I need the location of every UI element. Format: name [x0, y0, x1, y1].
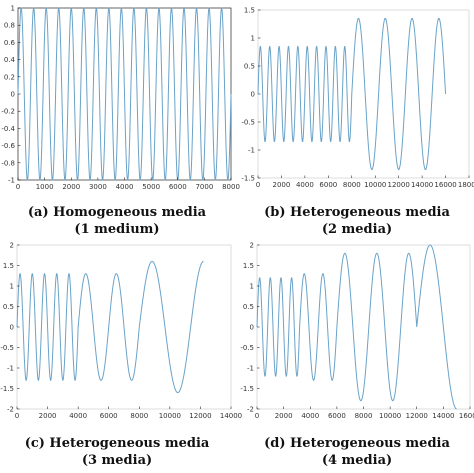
- chart-b: 0 2000 4000 6000 8000 10000 12000 14000 16000 180…: [241, 7, 474, 190]
- signal-line-c: [16, 260, 204, 394]
- x-tick-label-a: 0: [16, 183, 20, 191]
- y-tick-label-a: -0.2: [1, 108, 15, 116]
- caption-d-line2: (4 media): [322, 453, 392, 468]
- x-tick-label-d: 6000: [328, 412, 346, 420]
- caption-a-line2: (1 medium): [74, 222, 159, 237]
- chart-d: 0 2000 4000 6000 8000 10000 12000 14000 16000 -2 -…: [240, 242, 474, 421]
- x-tick-label-c: 0: [15, 412, 19, 420]
- x-tick-label-d: 14000: [432, 412, 454, 420]
- y-tick-label-d: -1.5: [240, 385, 254, 393]
- chart-a: 0 1000 2000 3000 4000 5000 6000 7000 8000 -1 -0.8 -…: [1, 5, 240, 192]
- x-tick-label-a: 2000: [62, 183, 80, 191]
- y-tick-label-c: -2: [7, 406, 14, 414]
- signal-line-d: [256, 244, 457, 410]
- y-tick-label-d: -1: [247, 365, 254, 373]
- y-tick-label-c: 0.5: [3, 303, 14, 311]
- caption-d-line1: (d) Heterogeneous media: [264, 436, 450, 451]
- y-tick-label-c: -0.5: [0, 344, 14, 352]
- x-tick-label-b: 0: [256, 181, 260, 189]
- y-tick-label-a: -1: [8, 177, 15, 185]
- chart-c: 0 2000 4000 6000 8000 10000 12000 14000 -2 -1.5 -1…: [0, 242, 242, 421]
- y-tick-label-b: 0: [251, 91, 255, 99]
- y-tick-label-c: 1.5: [3, 262, 14, 270]
- y-tick-label-b: -0.5: [241, 119, 255, 127]
- y-tick-label-d: 0.5: [243, 303, 254, 311]
- x-tick-label-a: 7000: [195, 183, 213, 191]
- y-tick-label-a: 0.6: [4, 39, 16, 47]
- x-tick-label-c: 2000: [39, 412, 57, 420]
- x-tick-label-d: 8000: [355, 412, 373, 420]
- y-tick-label-b: -1: [248, 147, 255, 155]
- x-tick-label-a: 8000: [222, 183, 240, 191]
- y-tick-label-d: 1: [250, 283, 254, 291]
- y-tick-label-a: 0.8: [4, 22, 15, 30]
- x-tick-label-b: 8000: [343, 181, 361, 189]
- y-tick-label-b: 1.5: [244, 7, 255, 15]
- x-tick-label-d: 0: [255, 412, 259, 420]
- x-tick-label-b: 6000: [319, 181, 337, 189]
- signal-line-b: [257, 18, 447, 170]
- x-tick-label-b: 2000: [273, 181, 291, 189]
- x-tick-label-a: 3000: [89, 183, 107, 191]
- caption-c-line1: (c) Heterogeneous media: [25, 436, 210, 451]
- y-tick-label-b: -1.5: [241, 175, 255, 183]
- y-tick-label-c: -1.5: [0, 385, 14, 393]
- y-tick-label-b: 0.5: [244, 63, 255, 71]
- x-tick-label-d: 10000: [379, 412, 401, 420]
- y-tick-label-a: 0: [11, 91, 15, 99]
- y-tick-label-c: -1: [7, 365, 14, 373]
- y-tick-label-a: 0.4: [4, 56, 16, 64]
- x-tick-label-b: 10000: [364, 181, 386, 189]
- plot-area-b: [257, 9, 470, 179]
- signal-line-a: [17, 7, 232, 181]
- x-tick-label-c: 4000: [69, 412, 87, 420]
- y-tick-label-b: 1: [251, 35, 255, 43]
- y-tick-label-a: -0.8: [1, 159, 15, 167]
- y-tick-label-c: 2: [10, 242, 14, 250]
- x-tick-label-b: 4000: [296, 181, 314, 189]
- x-tick-label-d: 2000: [275, 412, 293, 420]
- x-tick-label-c: 10000: [159, 412, 181, 420]
- y-tick-label-a: -0.6: [1, 142, 15, 150]
- plot-area-d: [256, 244, 471, 410]
- x-tick-label-a: 5000: [142, 183, 160, 191]
- x-tick-label-b: 14000: [411, 181, 433, 189]
- y-tick-label-a: 0.2: [4, 73, 15, 81]
- x-tick-label-c: 12000: [189, 412, 211, 420]
- y-tick-label-d: -2: [247, 406, 254, 414]
- x-tick-label-c: 14000: [220, 412, 242, 420]
- x-tick-label-b: 12000: [388, 181, 410, 189]
- y-tick-label-a: -0.4: [1, 125, 15, 133]
- x-tick-label-a: 6000: [169, 183, 187, 191]
- y-tick-label-c: 1: [10, 283, 14, 291]
- x-tick-label-b: 18000: [458, 181, 474, 189]
- x-tick-label-d: 16000: [459, 412, 474, 420]
- x-tick-label-c: 6000: [100, 412, 118, 420]
- caption-c-line2: (3 media): [82, 453, 152, 468]
- x-tick-label-c: 8000: [130, 412, 148, 420]
- caption-b-line1: (b) Heterogeneous media: [264, 205, 450, 220]
- y-tick-label-d: 0: [250, 324, 254, 332]
- y-tick-label-d: 2: [250, 242, 254, 250]
- caption-b-line2: (2 media): [322, 222, 392, 237]
- x-tick-label-a: 4000: [116, 183, 134, 191]
- y-tick-label-a: 1: [11, 5, 15, 13]
- x-tick-label-b: 16000: [434, 181, 456, 189]
- x-tick-label-a: 1000: [36, 183, 54, 191]
- x-tick-label-d: 4000: [301, 412, 319, 420]
- caption-a-line1: (a) Homogeneous media: [28, 205, 207, 220]
- y-tick-label-d: 1.5: [243, 262, 254, 270]
- y-tick-label-c: 0: [10, 324, 14, 332]
- x-tick-label-d: 12000: [406, 412, 428, 420]
- y-tick-label-d: -0.5: [240, 344, 254, 352]
